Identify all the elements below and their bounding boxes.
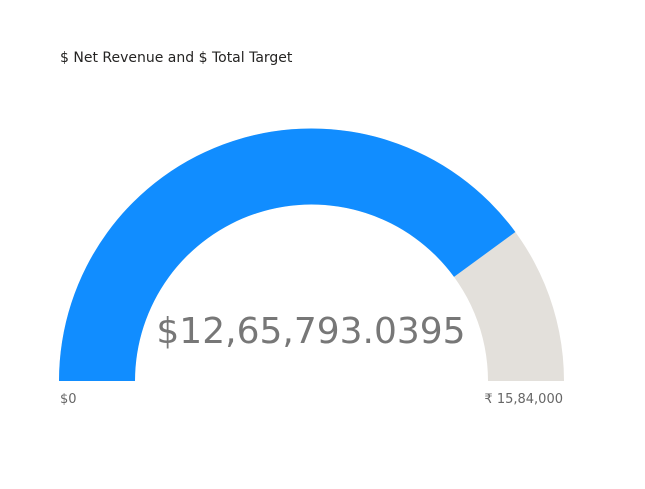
gauge-value-arc[interactable] <box>59 128 516 381</box>
visual-title: $ Net Revenue and $ Total Target <box>60 50 293 66</box>
gauge-value-label: $12,65,793.0395 <box>156 311 465 352</box>
gauge-max-label: ₹ 15,84,000 <box>484 392 563 407</box>
gauge-min-label: $0 <box>60 392 77 407</box>
